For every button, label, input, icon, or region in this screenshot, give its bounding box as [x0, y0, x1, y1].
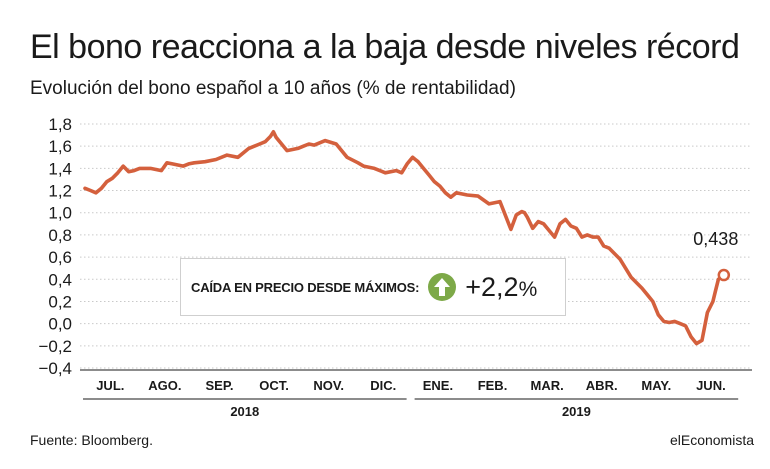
- y-tick-label: −0,4: [38, 359, 72, 378]
- y-tick-label: 1,0: [48, 204, 72, 223]
- y-tick-label: 1,2: [48, 182, 72, 201]
- x-tick-label: NOV.: [313, 378, 344, 393]
- end-point-marker: [717, 268, 731, 282]
- callout-unit: %: [518, 277, 538, 301]
- chart-title: El bono reacciona a la baja desde nivele…: [30, 28, 740, 66]
- end-point: 0,438: [693, 229, 738, 282]
- y-tick-label: 0,6: [48, 248, 72, 267]
- x-tick-label: JUL.: [96, 378, 124, 393]
- y-tick-label: 0,2: [48, 292, 72, 311]
- price-drop-callout: CAÍDA EN PRECIO DESDE MÁXIMOS: +2,2%: [180, 258, 566, 316]
- series-line-path: [83, 130, 726, 346]
- source-note: Fuente: Bloomberg.: [30, 432, 153, 448]
- y-axis-tick-labels: −0,4 −0,2 0,0 0,2 0,4 0,6 0,8 1,0 1,2 1,4 1,6 1,8: [38, 115, 72, 378]
- x-tick-label: MAY.: [641, 378, 671, 393]
- chart-subtitle: Evolución del bono español a 10 años (% …: [30, 78, 516, 99]
- callout-value: +2,2%: [465, 272, 537, 303]
- x-tick-label: SEP.: [206, 378, 234, 393]
- x-tick-label: AGO.: [148, 378, 181, 393]
- x-tick-label: ENE.: [423, 378, 453, 393]
- y-tick-label: 1,6: [48, 137, 72, 156]
- x-tick-label: ABR.: [586, 378, 618, 393]
- y-tick-label: 0,4: [48, 270, 72, 289]
- x-tick-label: OCT.: [259, 378, 289, 393]
- x-tick-label: FEB.: [478, 378, 508, 393]
- callout-number: +2,2: [465, 271, 519, 302]
- y-tick-label: 0,0: [48, 315, 72, 334]
- year-label: 2019: [562, 404, 591, 419]
- callout-label: CAÍDA EN PRECIO DESDE MÁXIMOS:: [191, 279, 420, 295]
- x-tick-label: JUN.: [696, 378, 726, 393]
- x-axis-year-labels: 2018 2019: [83, 398, 739, 419]
- x-axis-month-labels: JUL. AGO. SEP. OCT. NOV. DIC. ENE. FEB. MAR. ABR.…: [96, 378, 725, 393]
- y-tick-label: −0,2: [38, 337, 72, 356]
- arrow-up-circle-icon: [428, 273, 457, 301]
- y-tick-label: 1,4: [48, 159, 72, 178]
- series-line: [83, 130, 726, 346]
- brand-logo-text: elEconomista: [669, 432, 754, 448]
- y-tick-label: 1,8: [48, 115, 72, 134]
- x-tick-label: MAR.: [530, 378, 563, 393]
- y-tick-label: 0,8: [48, 226, 72, 245]
- year-label: 2018: [230, 404, 259, 419]
- end-value-label: 0,438: [693, 229, 738, 249]
- grid-lines: [80, 123, 752, 369]
- x-tick-label: DIC.: [370, 378, 396, 393]
